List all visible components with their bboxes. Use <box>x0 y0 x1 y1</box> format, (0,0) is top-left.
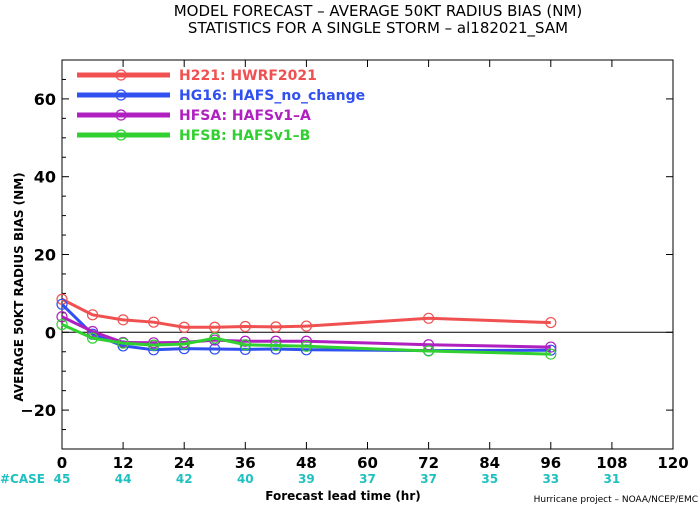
series-point-3 <box>209 332 221 344</box>
case-count: 42 <box>176 472 193 486</box>
case-label: #CASE <box>0 472 45 486</box>
plot-frame <box>61 59 674 450</box>
legend-marker-0 <box>115 69 127 81</box>
series-point-0 <box>423 312 435 324</box>
legend-marker-1 <box>115 89 127 101</box>
series-point-1 <box>209 343 221 355</box>
series-point-0 <box>117 314 129 326</box>
case-count: 40 <box>237 472 254 486</box>
series-point-2 <box>545 341 557 353</box>
case-count: 31 <box>604 472 621 486</box>
series-point-0 <box>56 293 68 305</box>
legend: H221: HWRF2021 HG16: HAFS_no_change HFSA: … <box>77 68 365 144</box>
y-tick-label: −20 <box>20 401 56 420</box>
legend-marker-2 <box>115 109 127 121</box>
series-point-0 <box>545 316 557 329</box>
credit-text: Hurricane project – NOAA/NCEP/EMC <box>534 495 698 505</box>
chart-title-line1: MODEL FORECAST – AVERAGE 50KT RADIUS BIA… <box>174 2 583 20</box>
series-point-3 <box>178 338 190 350</box>
series-point-1 <box>545 344 557 356</box>
y-tick-label: 0 <box>45 323 56 342</box>
legend-marker-3 <box>115 129 127 141</box>
series-point-1 <box>56 298 68 310</box>
y-tick-label: 40 <box>34 168 56 187</box>
series-point-0 <box>178 321 190 333</box>
series-point-3 <box>239 339 251 351</box>
x-tick-label: 36 <box>235 454 256 472</box>
x-tick-label: 48 <box>296 454 317 472</box>
x-tick-label: 0 <box>57 454 67 472</box>
x-tick-label: 120 <box>657 454 688 472</box>
y-tick-label: 20 <box>34 246 56 265</box>
series-point-3 <box>270 339 282 352</box>
case-count: 37 <box>420 472 437 486</box>
x-tick-label: 12 <box>113 454 134 472</box>
series-point-3 <box>423 345 435 357</box>
legend-label-1: HG16: HAFS_no_change <box>179 88 365 104</box>
legend-label-2: HFSA: HAFSv1–A <box>179 108 311 124</box>
series-point-0 <box>300 320 312 332</box>
series-point-3 <box>545 348 557 360</box>
case-count: 37 <box>359 472 376 486</box>
x-tick-label: 24 <box>174 454 195 472</box>
series-point-3 <box>148 339 160 351</box>
series-point-3 <box>300 340 312 352</box>
x-tick-label: 84 <box>479 454 500 472</box>
series-line-0 <box>61 297 551 329</box>
x-tick-label: 108 <box>596 454 627 472</box>
series-point-0 <box>270 321 282 333</box>
series-point-2 <box>56 311 68 323</box>
series-point-3 <box>117 337 129 349</box>
case-count: 45 <box>54 472 71 486</box>
x-tick-label: 60 <box>357 454 378 472</box>
case-count: 39 <box>298 472 315 486</box>
series-line-3 <box>61 323 551 356</box>
series-point-3 <box>56 318 68 331</box>
x-axis-label: Forecast lead time (hr) <box>265 489 421 503</box>
series-line-2 <box>61 315 551 349</box>
series-point-0 <box>239 320 251 333</box>
x-tick-label: 96 <box>540 454 561 472</box>
series-point-0 <box>86 309 99 321</box>
legend-label-3: HFSB: HAFSv1–B <box>179 128 310 144</box>
series-point-3 <box>86 332 99 344</box>
case-count: 44 <box>115 472 132 486</box>
y-axis-label: AVERAGE 50KT RADIUS BIAS (NM) <box>12 172 26 401</box>
chart-title-line2: STATISTICS FOR A SINGLE STORM – al182021… <box>188 19 568 38</box>
plot-area: 0 12 24 36 48 60 72 84 96 108 120 −20 0 20 40 60 45 44 42 4… <box>20 59 689 486</box>
case-count: 35 <box>481 472 498 486</box>
series-point-0 <box>148 316 160 328</box>
case-count: 33 <box>542 472 559 486</box>
legend-label-0: H221: HWRF2021 <box>179 68 317 84</box>
y-tick-label: 60 <box>34 90 56 109</box>
x-tick-label: 72 <box>418 454 439 472</box>
series-point-0 <box>209 321 221 333</box>
